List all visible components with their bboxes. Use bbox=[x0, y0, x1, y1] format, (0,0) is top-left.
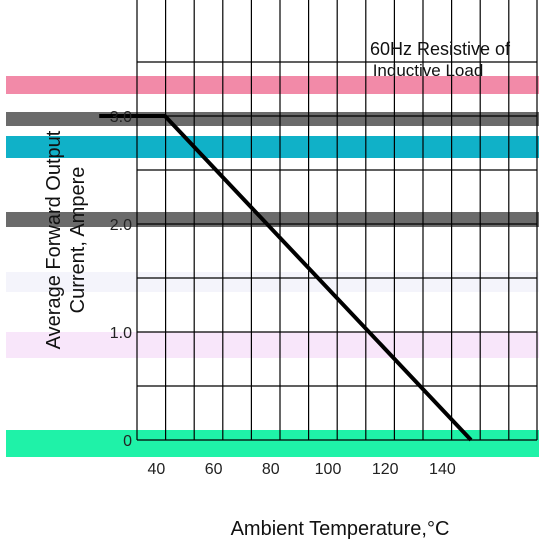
band-lavender bbox=[6, 272, 539, 292]
x-tick-labels: 40 60 80 100 120 140 bbox=[148, 461, 456, 478]
y-tick-label: 1.0 bbox=[110, 325, 132, 342]
x-tick-label: 80 bbox=[262, 461, 280, 478]
y-axis-label-line-1: Average Forward Output bbox=[43, 130, 65, 349]
y-tick-labels: 0 1.0 2.0 3.0 bbox=[110, 109, 132, 450]
band-cyan bbox=[6, 136, 539, 158]
band-pink bbox=[6, 76, 539, 94]
y-tick-label: 0 bbox=[123, 433, 132, 450]
band-light-pink bbox=[6, 332, 539, 358]
x-tick-label: 140 bbox=[429, 461, 456, 478]
band-gray-top bbox=[6, 112, 539, 126]
y-tick-label: 2.0 bbox=[110, 217, 132, 234]
band-green bbox=[6, 430, 539, 457]
series-line bbox=[99, 114, 473, 442]
y-tick-label: 3.0 bbox=[110, 109, 132, 126]
x-tick-label: 100 bbox=[315, 461, 342, 478]
band-gray-middle bbox=[6, 212, 539, 227]
series-layer bbox=[99, 114, 473, 442]
annotation-line-2: Inductive Load bbox=[373, 61, 484, 80]
x-tick-label: 40 bbox=[148, 461, 166, 478]
x-axis-label: Ambient Temperature,°C bbox=[231, 518, 450, 540]
x-tick-label: 60 bbox=[205, 461, 223, 478]
annotation-line-1: 60Hz Resistive of bbox=[370, 39, 511, 59]
color-bands bbox=[6, 76, 539, 457]
y-axis-label-line-2: Current, Ampere bbox=[67, 167, 89, 314]
x-tick-label: 120 bbox=[372, 461, 399, 478]
